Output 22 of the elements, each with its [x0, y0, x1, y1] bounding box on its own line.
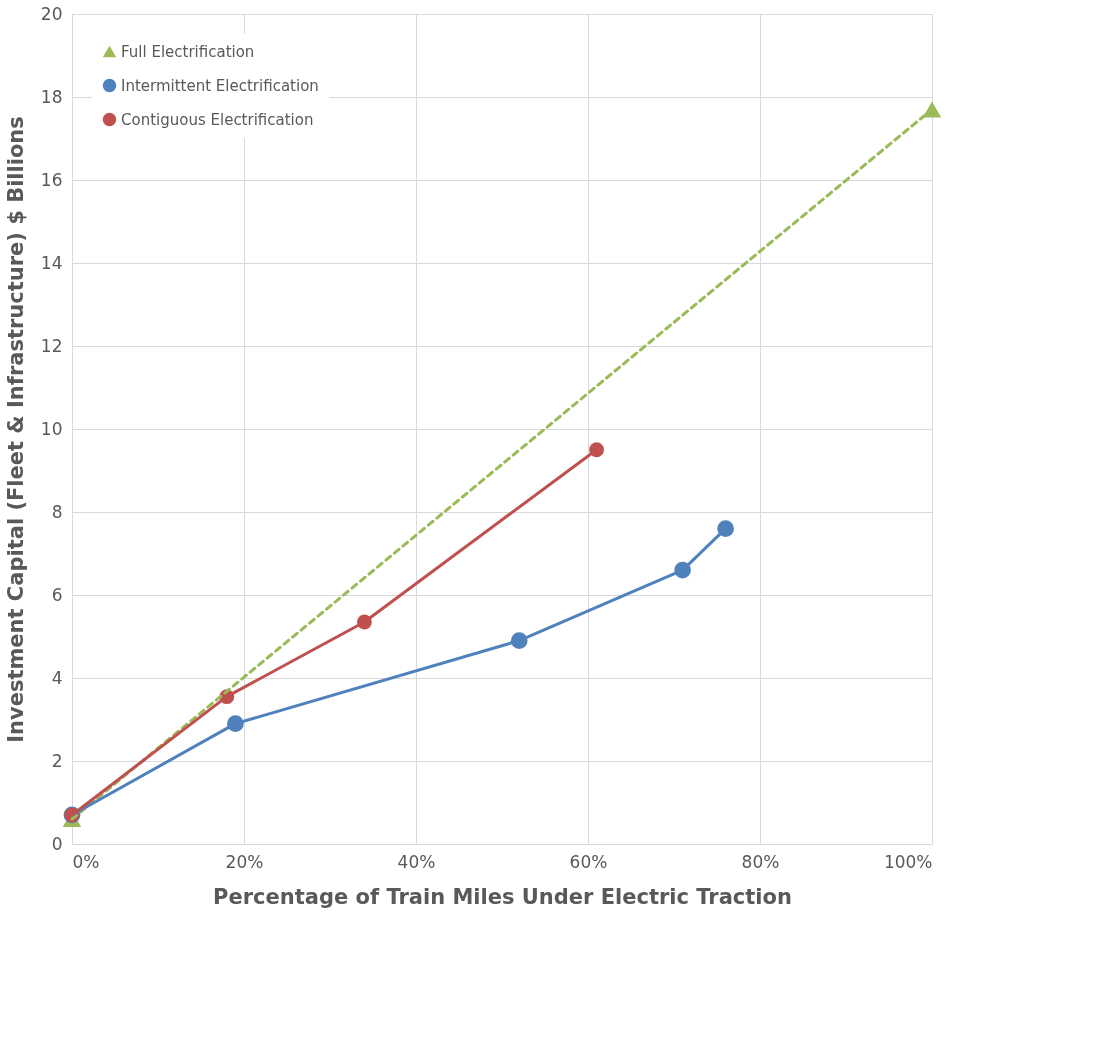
y-tick-label: 10	[40, 418, 63, 439]
y-tick-label: 16	[40, 169, 63, 190]
x-axis-title: Percentage of Train Miles Under Electric Traction	[213, 884, 792, 909]
y-tick-label: 2	[51, 750, 63, 771]
x-tick-label: 100%	[883, 851, 933, 872]
y-tick-label: 8	[51, 501, 63, 522]
y-tick-label: 18	[40, 86, 63, 107]
x-tick-label: 80%	[741, 851, 780, 872]
y-axis-title: Investment Capital (Fleet & Infrastructure) $ Billions	[3, 116, 28, 743]
x-tick-label: 40%	[397, 851, 436, 872]
y-tick-label: 0	[51, 833, 63, 854]
x-tick-label: 20%	[225, 851, 264, 872]
legend-label: Full Electrification	[121, 42, 255, 61]
y-tick-label: 6	[51, 584, 63, 605]
legend-label: Contiguous Electrification	[121, 110, 314, 129]
y-tick-label: 20	[40, 3, 63, 24]
y-tick-label: 4	[51, 667, 63, 688]
y-tick-label: 12	[40, 335, 63, 356]
x-tick-label: 0%	[72, 851, 100, 872]
x-tick-label: 60%	[569, 851, 608, 872]
y-tick-label: 14	[40, 252, 63, 273]
legend-label: Intermittent Electrification	[121, 76, 319, 95]
